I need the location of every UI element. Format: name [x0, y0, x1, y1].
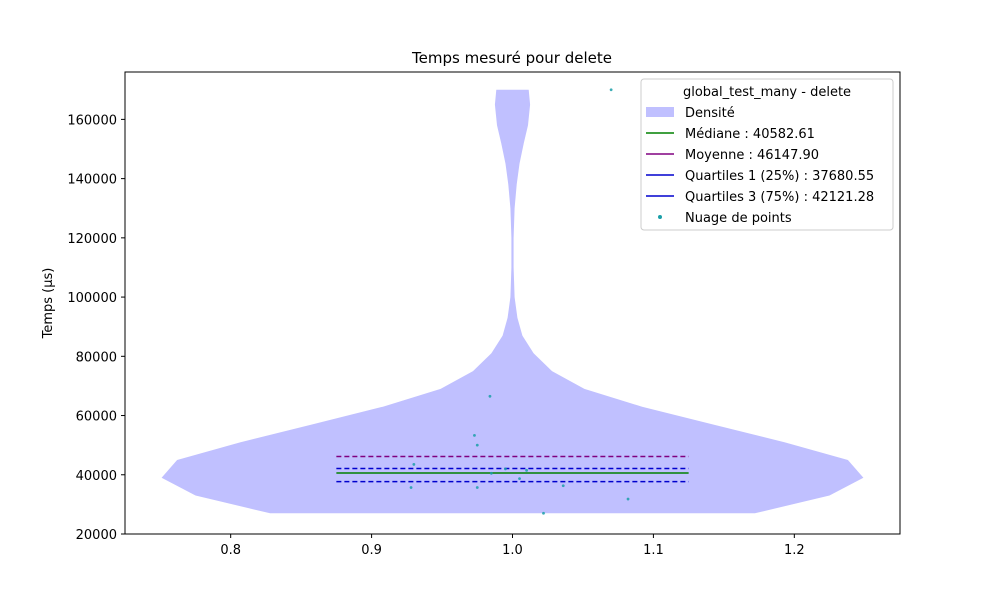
legend-swatch-density	[646, 107, 674, 117]
data-point	[475, 443, 479, 447]
x-tick-label: 1.2	[784, 543, 805, 558]
data-point	[561, 484, 565, 488]
y-tick-label: 60000	[76, 410, 117, 425]
y-tick-label: 20000	[76, 528, 117, 543]
y-tick-label: 100000	[67, 291, 117, 306]
y-tick-label: 160000	[67, 113, 117, 128]
chart-title: Temps mesuré pour delete	[411, 49, 612, 67]
legend-box	[640, 78, 894, 231]
plot-area	[161, 88, 864, 515]
legend-entry-label: Moyenne : 46147.90	[685, 148, 819, 163]
legend-swatch-points	[658, 215, 662, 219]
plot-frame	[124, 71, 901, 535]
y-tick-label: 140000	[67, 173, 117, 188]
data-point	[473, 433, 476, 437]
legend: global_test_many - delete Densité Médiane …	[640, 78, 894, 231]
legend-entry-label: Quartiles 3 (75%) : 42121.28	[685, 190, 874, 205]
legend-entry-label: Densité	[685, 106, 735, 121]
y-axis-label: Temps (µs)	[41, 268, 56, 340]
y-axis-ticks: 20000 40000 60000 80000 100000 120000 140000 16…	[67, 113, 125, 543]
x-tick-label: 0.9	[361, 543, 382, 558]
y-tick-label: 120000	[67, 232, 117, 247]
x-tick-label: 1.1	[643, 543, 664, 558]
x-tick-label: 1.0	[502, 543, 523, 558]
x-tick-label: 0.8	[220, 543, 241, 558]
data-point	[409, 486, 413, 489]
data-point	[488, 394, 492, 398]
legend-entry-label: Nuage de points	[685, 211, 792, 226]
data-point	[626, 497, 630, 501]
data-point	[525, 468, 528, 472]
data-point	[504, 467, 507, 471]
y-tick-label: 40000	[76, 469, 117, 484]
data-point	[412, 463, 416, 466]
legend-entry-label: Quartiles 1 (25%) : 37680.55	[685, 169, 874, 184]
legend-entry-label: Médiane : 40582.61	[685, 127, 815, 142]
y-tick-label: 80000	[76, 350, 117, 365]
data-point	[609, 88, 613, 92]
legend-title: global_test_many - delete	[683, 85, 851, 100]
violin-density	[161, 89, 864, 514]
data-point	[542, 511, 545, 515]
x-axis-ticks: 0.8 0.9 1.0 1.1 1.2	[220, 534, 805, 558]
data-point	[518, 477, 521, 481]
data-point	[489, 471, 493, 475]
data-point	[475, 486, 479, 489]
